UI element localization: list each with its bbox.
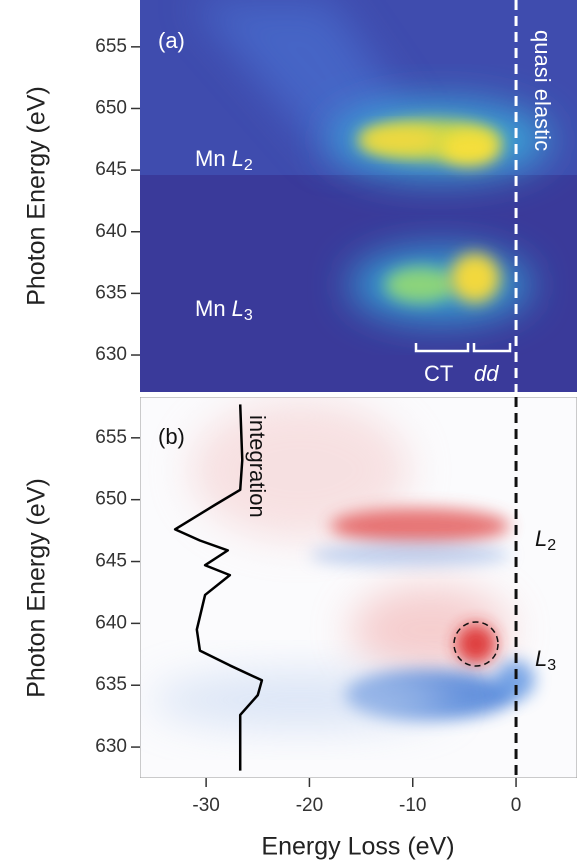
symbol: L [535,646,547,671]
subscript: 3 [547,657,556,674]
symbol: L [232,296,244,321]
y-tick-label: 630 [95,736,127,757]
y-axis-title: Photon Energy (eV) [23,86,51,306]
x-axis-title: Energy Loss (eV) [261,833,454,861]
subscript: 2 [244,157,253,174]
edge-label: Mn L2 [195,146,253,174]
highlight-circle [453,621,499,667]
y-tick-label: 655 [95,36,127,57]
axes-layer: 630 635 640 645 650 655 630 635 640 645 650 655 -30 -… [95,0,521,816]
reference-label: quasi elastic [530,30,555,151]
x-tick-label: -30 [192,795,219,816]
y-tick-label: 655 [95,427,127,448]
y-tick-label: 645 [95,551,127,572]
y-tick-label: 645 [95,159,127,180]
edge-label: L2 [535,526,556,554]
bracket-label: CT [424,361,453,386]
y-tick-label: 650 [95,97,127,118]
series-label: integration [245,415,270,518]
y-tick-label: 630 [95,344,127,365]
map-a [140,0,577,392]
y-tick-label: 640 [95,221,127,242]
bracket-label: dd [474,361,499,386]
panel-label: (a) [158,28,185,53]
integration-line [173,404,264,771]
y-tick-label: 635 [95,282,127,303]
edge-label: Mn L3 [195,296,253,324]
y-tick-label: 635 [95,674,127,695]
symbol: L [232,146,244,171]
y-axis-title: Photon Energy (eV) [23,478,51,698]
x-tick-label: 0 [511,795,522,816]
symbol: L [535,526,547,551]
subscript: 3 [244,307,253,324]
element: Mn [195,146,226,171]
element: Mn [195,296,226,321]
y-tick-label: 640 [95,612,127,633]
y-tick-label: 650 [95,489,127,510]
x-tick-label: -20 [296,795,323,816]
subscript: 2 [547,537,556,554]
bracket [414,343,512,353]
map-b [140,397,577,778]
x-tick-label: -10 [399,795,426,816]
panel-label: (b) [158,424,185,449]
edge-label: L3 [535,646,556,674]
